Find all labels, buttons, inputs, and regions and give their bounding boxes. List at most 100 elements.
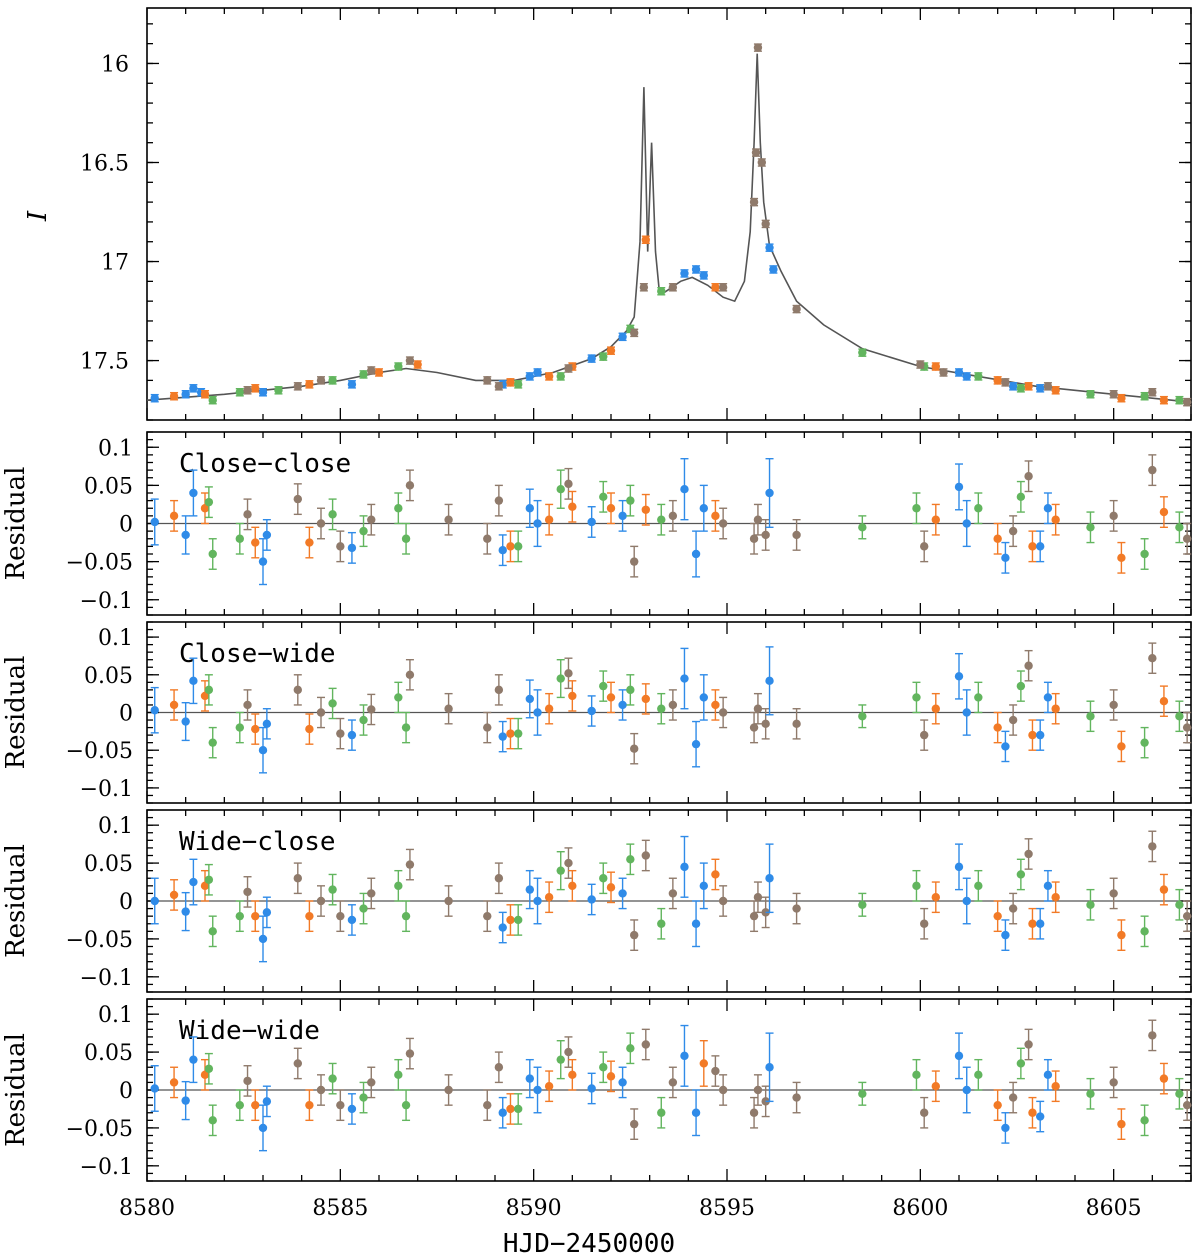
residual-point: [599, 492, 608, 502]
residual-point: [169, 890, 179, 900]
residual-point: [1036, 919, 1045, 928]
residual-point: [498, 923, 507, 932]
residual-point: [599, 874, 608, 883]
residual-point: [544, 1082, 554, 1091]
residual-point: [680, 674, 689, 683]
data-point: [367, 366, 376, 375]
data-point: [680, 269, 689, 278]
residual-point: [931, 893, 940, 902]
residual-point: [181, 1096, 190, 1105]
residual-point: [668, 700, 678, 710]
data-point: [347, 380, 357, 389]
residual-point: [347, 543, 357, 553]
data-point: [751, 148, 761, 157]
residual-point: [243, 887, 252, 897]
residual-point: [1086, 523, 1095, 532]
residual-point: [792, 530, 801, 540]
residual-point: [533, 519, 542, 528]
residual-panel-wide-close: 0.1 0.05 0 −0.05 −0.1 Residual Wide−close: [1, 809, 1192, 993]
residual-point: [711, 1066, 720, 1076]
data-point: [1140, 392, 1149, 401]
residual-point: [1051, 515, 1060, 524]
residual-point: [606, 883, 616, 892]
residual-point: [506, 729, 515, 738]
data-point: [243, 386, 252, 395]
residual-point: [200, 504, 210, 513]
residual-point: [394, 1070, 403, 1080]
residual-point: [533, 896, 542, 906]
residual-point: [606, 693, 616, 702]
residual-point: [359, 715, 368, 725]
lightcurve-panel: 16 16.5 17 17.5 I: [23, 7, 1192, 421]
residual-point: [765, 1063, 774, 1072]
residual-point: [699, 693, 708, 702]
residual-point: [181, 530, 190, 540]
residual-point: [514, 542, 523, 551]
panel-label: Wide−close: [179, 827, 336, 857]
residual-point: [1148, 1031, 1157, 1040]
residual-point: [1159, 696, 1169, 706]
residual-point: [1086, 900, 1095, 909]
data-point: [1148, 388, 1157, 397]
residual-point: [792, 719, 801, 729]
data-point: [954, 368, 964, 377]
x-tick-label: 8595: [699, 1196, 755, 1221]
residual-point: [954, 672, 964, 681]
residual-point: [262, 1097, 272, 1106]
residual-point: [630, 930, 639, 940]
residual-panel-wide-wide: 0.1 0.05 0 −0.05 −0.1 Residual Wide−wide 8580 85…: [1, 998, 1192, 1259]
residual-point: [993, 1100, 1002, 1110]
residual-point: [699, 504, 708, 513]
residual-point: [1008, 904, 1018, 913]
residual-point: [150, 1084, 159, 1093]
residual-point: [483, 1100, 492, 1110]
data-point: [200, 390, 210, 399]
residual-point: [251, 724, 260, 734]
residual-point: [200, 691, 210, 701]
y-tick-label: −0.05: [66, 551, 133, 576]
residual-point: [657, 704, 666, 713]
residual-point: [328, 510, 337, 519]
residual-point: [1028, 1108, 1037, 1117]
residual-point: [626, 855, 635, 864]
residual-point: [1109, 700, 1118, 710]
residual-point: [587, 1084, 596, 1093]
residual-point: [498, 545, 507, 555]
residual-point: [630, 557, 639, 566]
data-point: [1086, 390, 1095, 399]
residual-point: [262, 908, 272, 917]
residual-point: [1109, 889, 1118, 898]
residual-point: [920, 730, 929, 740]
residual-point: [243, 510, 252, 519]
data-point: [587, 354, 596, 363]
residual-point: [1001, 553, 1010, 563]
data-point: [1016, 384, 1026, 393]
residual-point: [204, 875, 214, 884]
residual-point: [251, 538, 260, 547]
residual-point: [401, 534, 411, 543]
residual-point: [974, 504, 983, 513]
residual-point: [1159, 1074, 1169, 1083]
residual-point: [262, 530, 272, 540]
residual-point: [169, 511, 179, 521]
residual-point: [204, 685, 214, 695]
residual-point: [525, 504, 534, 513]
data-point: [630, 328, 639, 338]
residual-panel-close-wide: 0.1 0.05 0 −0.05 −0.1 Residual Close−wide: [1, 621, 1192, 804]
residual-point: [1175, 712, 1184, 721]
residual-point: [1024, 849, 1033, 859]
residual-point: [1043, 1070, 1053, 1080]
residual-point: [169, 1078, 179, 1087]
residual-point: [359, 904, 368, 913]
residual-point: [235, 911, 244, 921]
residual-point: [749, 1108, 759, 1117]
residual-point: [753, 704, 763, 713]
residual-point: [1086, 712, 1095, 721]
data-point: [374, 368, 384, 377]
residual-point: [858, 523, 867, 532]
y-tick-label: 17.5: [80, 350, 129, 375]
residual-point: [568, 1070, 577, 1080]
residual-point: [525, 694, 534, 704]
data-point: [181, 390, 190, 399]
residual-point: [444, 896, 453, 906]
